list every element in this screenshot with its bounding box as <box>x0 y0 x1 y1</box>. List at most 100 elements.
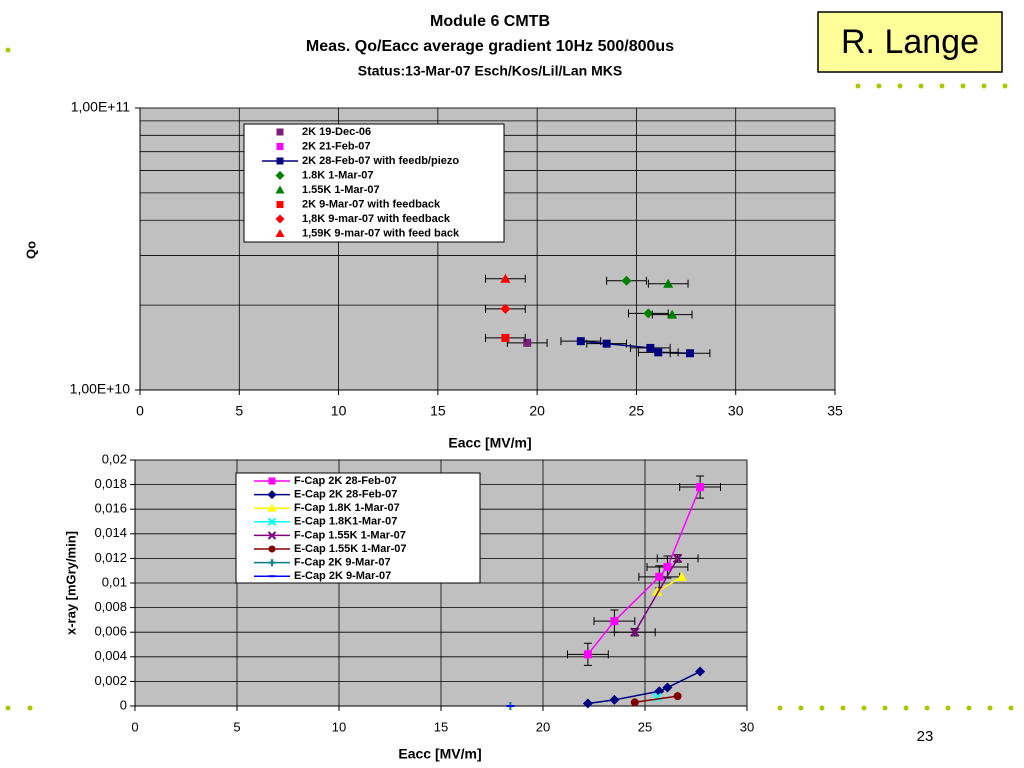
marker <box>676 571 687 581</box>
marker <box>523 338 532 347</box>
x-tick-label: 20 <box>529 403 545 419</box>
x-tick-label: 30 <box>728 403 744 419</box>
x-tick-label: 0 <box>131 719 138 734</box>
marker <box>576 337 585 346</box>
marker <box>583 650 592 659</box>
y-tick-label: 0,014 <box>94 525 127 540</box>
legend-label: E-Cap 2K 28-Feb-07 <box>294 489 397 501</box>
legend-label: 1,8K 9-mar-07 with feedback <box>302 213 451 225</box>
y-tick-label: 0,006 <box>94 624 127 639</box>
legend-marker <box>276 143 284 150</box>
y-tick-label: 1,00E+10 <box>70 381 131 397</box>
legend-label: 2K 21-Feb-07 <box>302 140 370 152</box>
y-tick-label: 0,01 <box>102 574 127 589</box>
chart-title: Module 6 CMTB <box>430 13 550 30</box>
legend-marker <box>267 531 277 540</box>
marker <box>630 698 639 707</box>
legend-marker <box>276 201 284 208</box>
y-tick-label: 0,02 <box>102 451 127 466</box>
legend-marker <box>267 517 277 527</box>
y-tick-label: 0,018 <box>94 476 127 491</box>
legend-label: 1.55K 1-Mar-07 <box>302 184 380 196</box>
marker <box>646 343 655 352</box>
legend-label: F-Cap 1.8K 1-Mar-07 <box>294 502 400 514</box>
legend-label: E-Cap 1.55K 1-Mar-07 <box>294 543 407 555</box>
x-tick-label: 15 <box>434 719 448 734</box>
legend-label: E-Cap 2K 9-Mar-07 <box>294 570 391 582</box>
marker <box>500 273 511 283</box>
chart-subtitle: Meas. Qo/Eacc average gradient 10Hz 500/… <box>306 38 674 55</box>
page-number: 23 <box>917 728 934 745</box>
legend-marker <box>276 128 284 136</box>
x-tick-label: 15 <box>430 403 446 419</box>
marker <box>500 303 511 314</box>
marker <box>686 349 695 358</box>
y-tick-label: 0 <box>120 697 127 712</box>
marker <box>643 308 654 319</box>
marker <box>662 682 673 693</box>
y-tick-label: 0,002 <box>94 673 127 688</box>
marker <box>663 563 672 572</box>
legend-marker <box>268 477 276 485</box>
x-tick-label: 25 <box>629 403 645 419</box>
x-tick-label: 30 <box>740 719 754 734</box>
legend <box>243 123 505 243</box>
marker <box>602 339 611 348</box>
y-tick-label: 0,012 <box>94 550 127 565</box>
series-line <box>634 558 679 633</box>
legend-marker <box>275 214 285 224</box>
marker <box>609 694 620 705</box>
legend-label: E-Cap 1.8K1-Mar-07 <box>294 516 397 528</box>
legend-marker <box>275 171 285 180</box>
legend-marker <box>275 229 285 237</box>
legend-marker <box>268 545 276 553</box>
legend-marker <box>267 490 277 500</box>
y-tick-label: 0,016 <box>94 501 127 516</box>
marker <box>582 698 593 709</box>
x-axis-label: Eacc [MV/m] <box>448 435 531 451</box>
marker <box>501 333 510 342</box>
marker <box>610 617 619 626</box>
marker <box>652 586 663 596</box>
chart-status: Status:13-Mar-07 Esch/Kos/Lil/Lan MKS <box>358 63 623 79</box>
y-tick-label: 0,008 <box>94 599 127 614</box>
legend-label: 2K 28-Feb-07 with feedb/piezo <box>302 155 459 167</box>
y-axis-label: Qo <box>23 241 38 259</box>
x-tick-label: 5 <box>235 403 243 419</box>
marker <box>630 627 640 637</box>
marker <box>655 572 664 581</box>
legend-label: 2K 19-Dec-06 <box>302 126 371 138</box>
legend-label: F-Cap 2K 9-Mar-07 <box>294 557 391 569</box>
x-tick-label: 0 <box>136 403 144 419</box>
x-tick-label: 10 <box>332 719 346 734</box>
legend-label: F-Cap 2K 28-Feb-07 <box>294 475 397 487</box>
author-box <box>817 11 1003 73</box>
x-tick-label: 20 <box>536 719 550 734</box>
x-tick-label: 25 <box>638 719 652 734</box>
marker <box>654 686 665 697</box>
marker <box>672 553 683 564</box>
x-tick-label: 5 <box>233 719 240 734</box>
legend-marker <box>268 559 276 567</box>
marker <box>696 483 705 492</box>
marker <box>654 348 663 357</box>
author: R. Lange <box>841 23 979 61</box>
legend-label: 1.8K 1-Mar-07 <box>302 169 374 181</box>
legend-label: 2K 9-Mar-07 with feedback <box>302 198 441 210</box>
x-tick-label: 10 <box>331 403 347 419</box>
legend-label: F-Cap 1.55K 1-Mar-07 <box>294 529 406 541</box>
marker <box>663 278 674 288</box>
marker <box>673 692 682 701</box>
y-axis-label: x-ray [mGry/min] <box>63 531 78 635</box>
legend-label: 1,59K 9-mar-07 with feed back <box>302 227 460 239</box>
marker <box>621 275 632 286</box>
legend-marker <box>275 185 285 194</box>
x-axis-label: Eacc [MV/m] <box>398 746 481 762</box>
legend-marker <box>267 503 277 512</box>
y-tick-label: 1,00E+11 <box>71 99 131 115</box>
decoration-dots <box>5 47 1014 711</box>
marker <box>695 666 706 677</box>
marker <box>667 309 678 319</box>
y-tick-label: 0,004 <box>94 648 127 663</box>
